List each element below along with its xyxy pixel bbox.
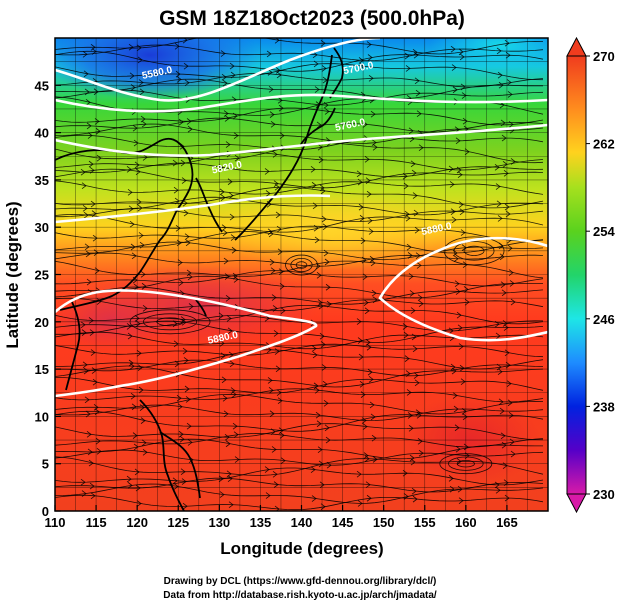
- colorbar-tick-label: 254: [593, 224, 615, 239]
- credit-drawing: Drawing by DCL (https://www.gfd-dennou.o…: [164, 576, 437, 587]
- lat-tick-label: 40: [35, 126, 49, 141]
- lat-tick-label: 5: [42, 457, 49, 472]
- colorbar-max-arrow: [566, 36, 587, 57]
- lon-tick-label: 155: [414, 515, 436, 530]
- lon-tick-label: 160: [455, 515, 477, 530]
- lon-tick-label: 110: [45, 515, 66, 530]
- colorbar-tick-label: 262: [593, 137, 615, 152]
- y-axis-label: Latitude (degrees): [3, 201, 22, 348]
- lon-tick-label: 130: [208, 515, 230, 530]
- lat-tick-label: 35: [35, 173, 49, 188]
- colorbar-tick-label: 246: [593, 312, 615, 327]
- coastlines: [55, 47, 344, 511]
- lat-tick-label: 0: [42, 504, 49, 519]
- lon-tick-label: 135: [250, 515, 272, 530]
- x-axis-label: Longitude (degrees): [220, 539, 383, 558]
- colorbar-min-arrow: [566, 493, 587, 514]
- lat-lon-grid: [55, 38, 548, 511]
- lat-tick-label: 30: [35, 220, 49, 235]
- lon-tick-label: 150: [373, 515, 395, 530]
- colorbar-tick-label: 230: [593, 487, 615, 502]
- latitude-ticks: 0 5 10 15 20 25 30 35 40 45: [35, 78, 61, 519]
- lon-tick-label: 115: [86, 515, 107, 530]
- wind-streamlines: [55, 38, 544, 511]
- colorbar-tick-label: 238: [593, 399, 615, 414]
- lat-tick-label: 15: [35, 362, 49, 377]
- lat-tick-label: 45: [35, 78, 49, 93]
- colorbar: 230 238 246 254 262 270: [566, 36, 615, 514]
- lon-tick-label: 145: [332, 515, 354, 530]
- lat-tick-label: 10: [35, 409, 49, 424]
- credit-data: Data from http://database.rish.kyoto-u.a…: [163, 590, 437, 601]
- longitude-ticks: 110 115 120 125 130 135 140 145 150 155 160 165: [45, 505, 518, 530]
- figure-title: GSM 18Z18Oct2023 (500.0hPa): [159, 7, 465, 30]
- lon-tick-label: 140: [291, 515, 313, 530]
- lon-tick-label: 120: [126, 515, 148, 530]
- lat-tick-label: 25: [35, 268, 49, 283]
- lat-tick-label: 20: [35, 315, 49, 330]
- lon-tick-label: 125: [167, 515, 189, 530]
- lon-tick-label: 165: [496, 515, 518, 530]
- contours: [55, 38, 548, 398]
- colorbar-tick-label: 270: [593, 49, 615, 64]
